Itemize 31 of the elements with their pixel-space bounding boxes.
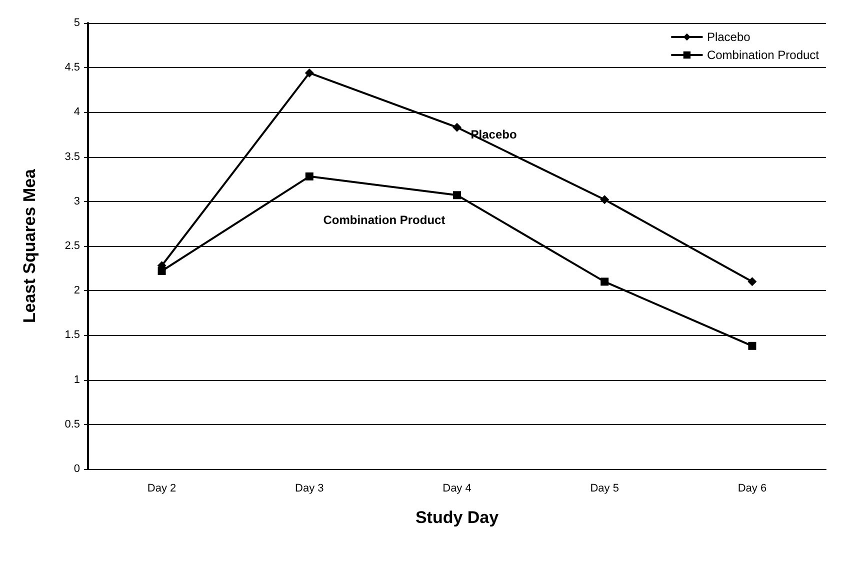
point [158,266,166,275]
x-tick-label: Day 6 [738,482,767,494]
x-tick-label: Day 4 [442,482,472,494]
y-tick-label: 3 [74,195,80,208]
x-tick-label: Day 5 [590,482,619,494]
y-axis-title: Least Squares Mea [20,168,39,324]
x-tick-label: Day 3 [295,482,324,494]
y-tick-label: 3.5 [64,150,80,163]
point [453,191,461,200]
y-tick-label: 1.5 [64,329,80,342]
y-tick-label: 2 [74,284,80,297]
point [748,277,757,286]
x-tick-label: Day 2 [147,482,176,494]
y-tick-label: 2.5 [64,240,80,252]
annotation: Placebo [470,127,517,142]
legend-label: Combination Product [706,48,820,62]
point [748,342,756,350]
point [452,122,462,132]
y-tick-label: 4 [74,106,80,118]
y-tick-label: 1 [74,374,80,386]
y-tick-label: 5 [74,17,80,29]
y-tick-label: 0.5 [64,418,80,430]
x-axis-title: Study Day [415,508,500,527]
point [600,195,610,204]
annotation: Combination Product [323,212,446,227]
legend-label: Placebo [706,30,751,44]
y-tick-label: 0 [74,463,80,475]
y-tick-label: 4.5 [64,62,80,74]
point [600,278,609,286]
point [304,68,314,78]
point [305,172,314,180]
